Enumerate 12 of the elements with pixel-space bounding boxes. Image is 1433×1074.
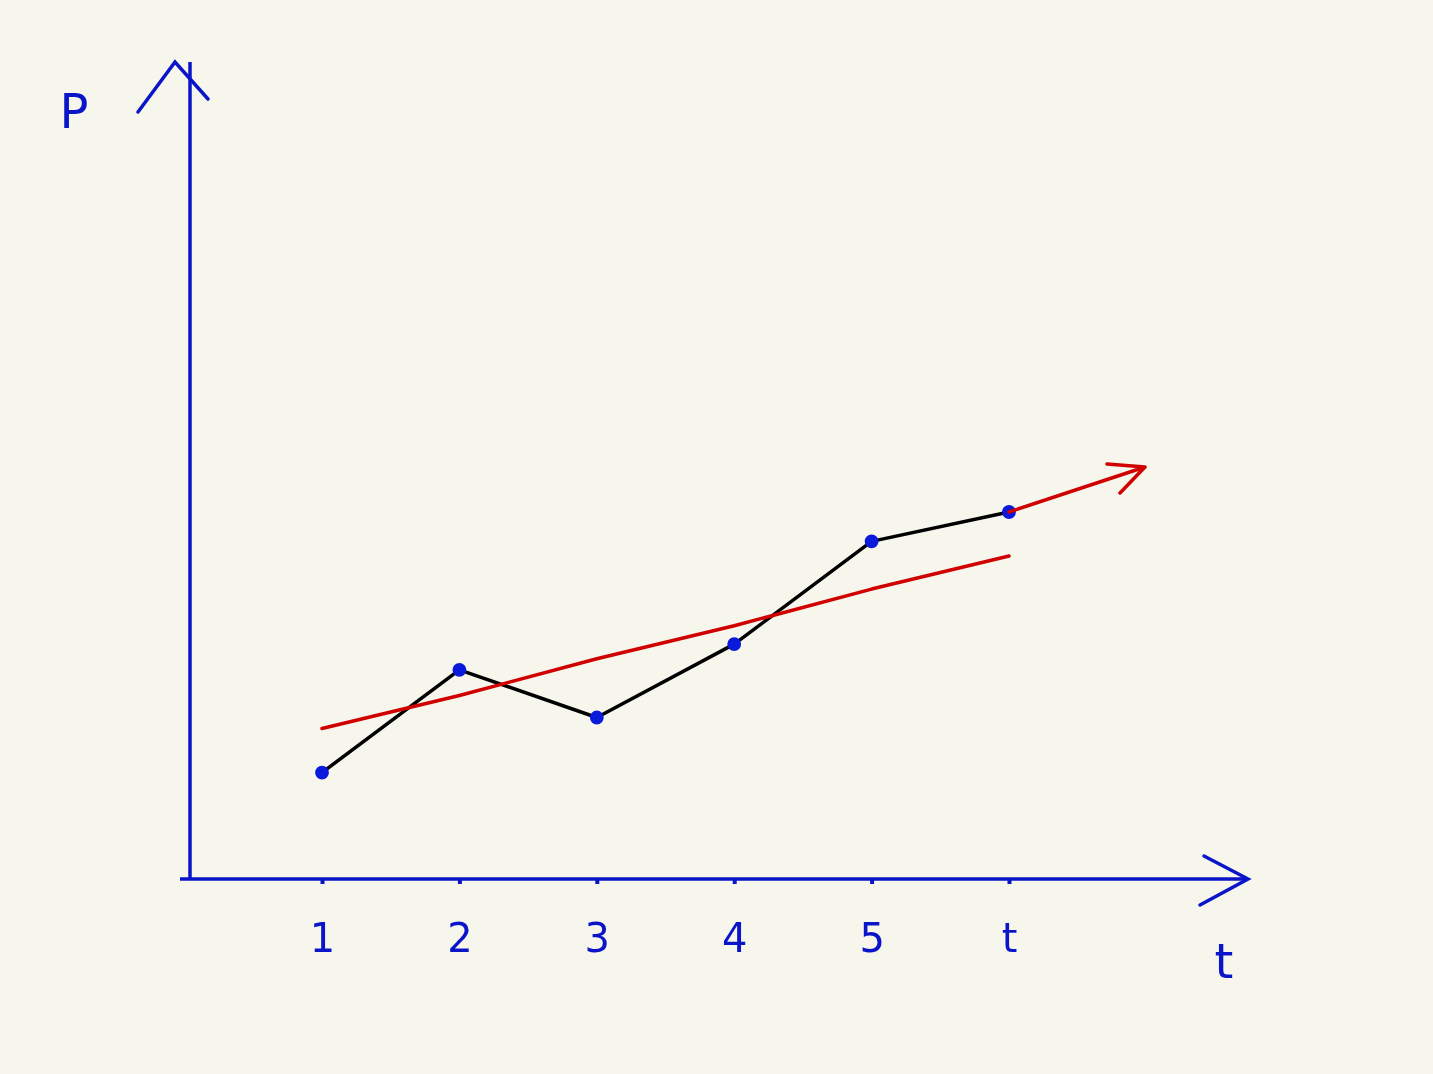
- x-tick-label: 2: [447, 915, 473, 962]
- point: [315, 765, 329, 780]
- x-tick-label: 4: [721, 915, 748, 962]
- point: [727, 637, 742, 652]
- x-tick-label: t: [1001, 915, 1018, 962]
- point: [452, 662, 467, 677]
- point: [589, 710, 604, 725]
- x-tick-label: 1: [309, 915, 336, 962]
- x-tick-label: 3: [584, 915, 611, 962]
- text: P: [59, 83, 89, 139]
- x-tick-label: 5: [859, 915, 885, 962]
- point: [864, 534, 879, 549]
